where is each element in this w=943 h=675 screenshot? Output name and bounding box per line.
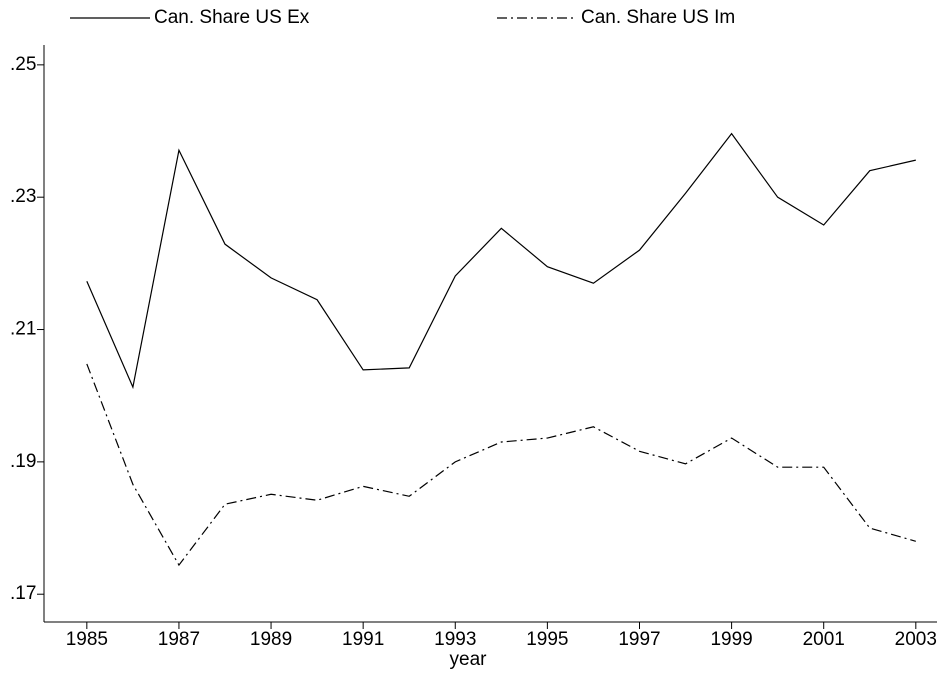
y-tick-label: .19 [10, 451, 36, 472]
x-tick-label: 1989 [250, 629, 292, 650]
x-tick-label: 1997 [618, 629, 660, 650]
x-tick-label: 1987 [158, 629, 200, 650]
x-tick-label: 2003 [895, 629, 937, 650]
y-tick-label: .17 [10, 583, 36, 604]
x-tick-label: 1991 [342, 629, 384, 650]
series-line [86, 363, 916, 567]
x-tick-label: 1999 [710, 629, 752, 650]
x-tick-label: 1995 [526, 629, 568, 650]
y-tick-label: .25 [10, 54, 36, 75]
x-tick-label: 1985 [66, 629, 108, 650]
series-line [86, 132, 916, 390]
legend-label: Can. Share US Im [581, 7, 735, 28]
x-axis-label: year [450, 649, 488, 670]
x-tick-label: 1993 [434, 629, 476, 650]
y-tick-label: .21 [10, 319, 36, 340]
legend-label: Can. Share US Ex [154, 7, 310, 28]
x-tick-label: 2001 [803, 629, 845, 650]
y-tick-label: .23 [10, 186, 36, 207]
